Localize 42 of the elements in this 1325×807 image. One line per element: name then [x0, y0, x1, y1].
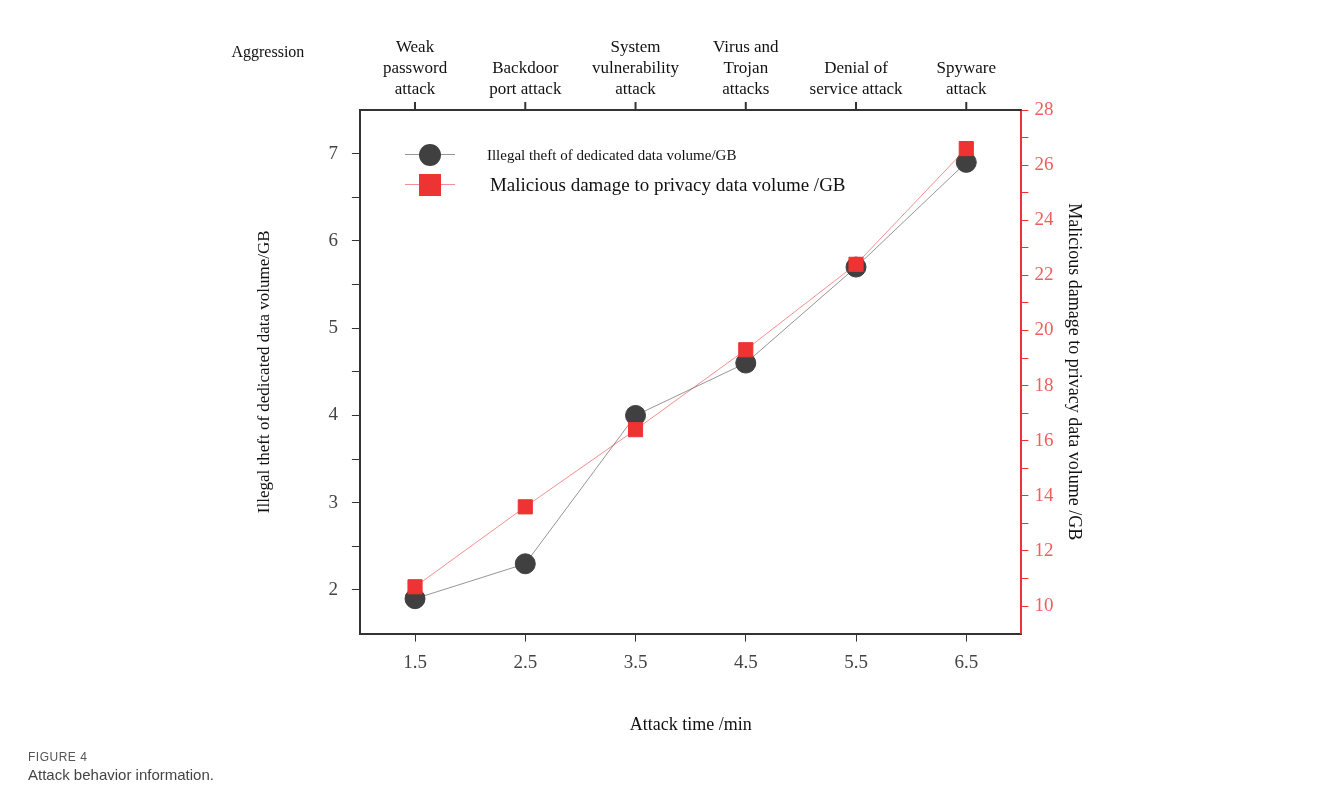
- y2-tick-label: 10: [1034, 594, 1054, 616]
- x-tick-label: 5.5: [844, 650, 868, 672]
- y-tick-label: 5: [328, 316, 338, 338]
- y2-tick-label: 26: [1034, 153, 1054, 175]
- y-tick-label: 4: [328, 403, 339, 425]
- y2-tick-label: 28: [1034, 97, 1054, 119]
- y-axis-title: Illegal theft of dedicated data volume/GB: [253, 230, 273, 514]
- legend-label: Malicious damage to privacy data volume /GB: [489, 174, 846, 196]
- point: [407, 579, 423, 595]
- text: Attack behavior information.: [28, 766, 214, 783]
- y2-tick-label: 20: [1034, 318, 1054, 340]
- point: [514, 553, 536, 575]
- x2-axis-title: Aggression: [231, 43, 305, 62]
- point: [738, 342, 754, 358]
- y2-tick-label: 22: [1034, 263, 1054, 285]
- x-tick-label: 3.5: [623, 650, 648, 672]
- annotation: Weak password attack: [382, 37, 448, 98]
- annotation: Backdoor port attack: [489, 58, 562, 98]
- y2-axis-title: Malicious damage to privacy data volume /GB: [1065, 203, 1086, 541]
- y-tick-label: 2: [328, 577, 338, 599]
- annotation: System vulnerability attack: [592, 37, 680, 98]
- x-axis-title: Attack time /min: [629, 713, 752, 734]
- point: [517, 499, 533, 515]
- y2-tick-label: 24: [1034, 208, 1054, 230]
- x-tick-label: 4.5: [733, 650, 758, 672]
- annotation: Virus and Trojan attacks: [712, 37, 780, 98]
- y2-tick-label: 18: [1034, 373, 1054, 395]
- annotation: Denial of service attack: [809, 58, 904, 98]
- caption: FIGURE 4: [28, 750, 89, 764]
- y2-tick-label: 14: [1034, 483, 1054, 505]
- x-tick-label: 6.5: [954, 650, 979, 672]
- x-tick-label: 2.5: [513, 650, 538, 672]
- point: [627, 422, 644, 438]
- y-tick-label: 3: [328, 490, 338, 512]
- y2-tick-label: 12: [1034, 538, 1054, 560]
- y-tick-label: 7: [328, 141, 338, 163]
- point: [958, 141, 974, 157]
- legend-label: Illegal theft of dedicated data volume/GB: [486, 146, 737, 164]
- y2-tick-label: 16: [1034, 428, 1054, 450]
- annotation: Spyware attack: [936, 58, 997, 98]
- x-tick-label: 1.5: [403, 650, 427, 672]
- y-tick-label: 6: [328, 228, 338, 250]
